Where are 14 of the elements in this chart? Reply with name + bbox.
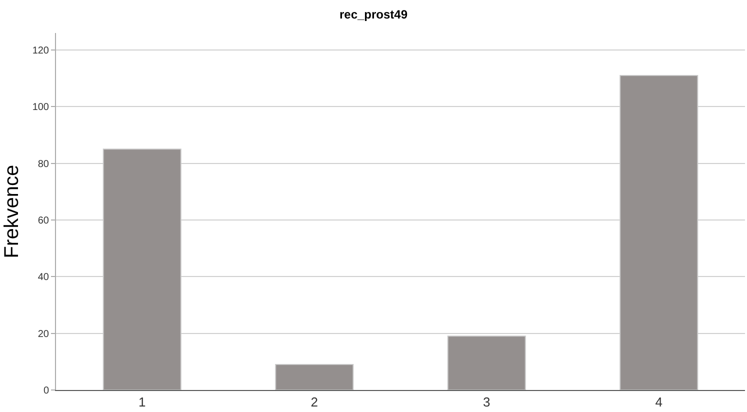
y-tick-label: 40 <box>38 272 50 284</box>
y-tick-label: 60 <box>38 216 50 226</box>
x-tick-label: 3 <box>483 394 490 410</box>
x-tick-label: 1 <box>138 394 146 410</box>
y-tick-label: 100 <box>32 102 50 114</box>
y-tick-label: 80 <box>38 158 50 170</box>
y-tick-label: 20 <box>38 328 50 340</box>
y-tick-label: 0 <box>43 386 50 396</box>
y-axis-title: Frekvence <box>0 164 23 258</box>
x-tick-label: 2 <box>310 394 318 410</box>
y-tick-label: 120 <box>32 46 50 56</box>
bar <box>275 364 354 390</box>
x-tick-label: 4 <box>655 394 662 410</box>
chart-title: rec_prost49 <box>339 8 408 22</box>
